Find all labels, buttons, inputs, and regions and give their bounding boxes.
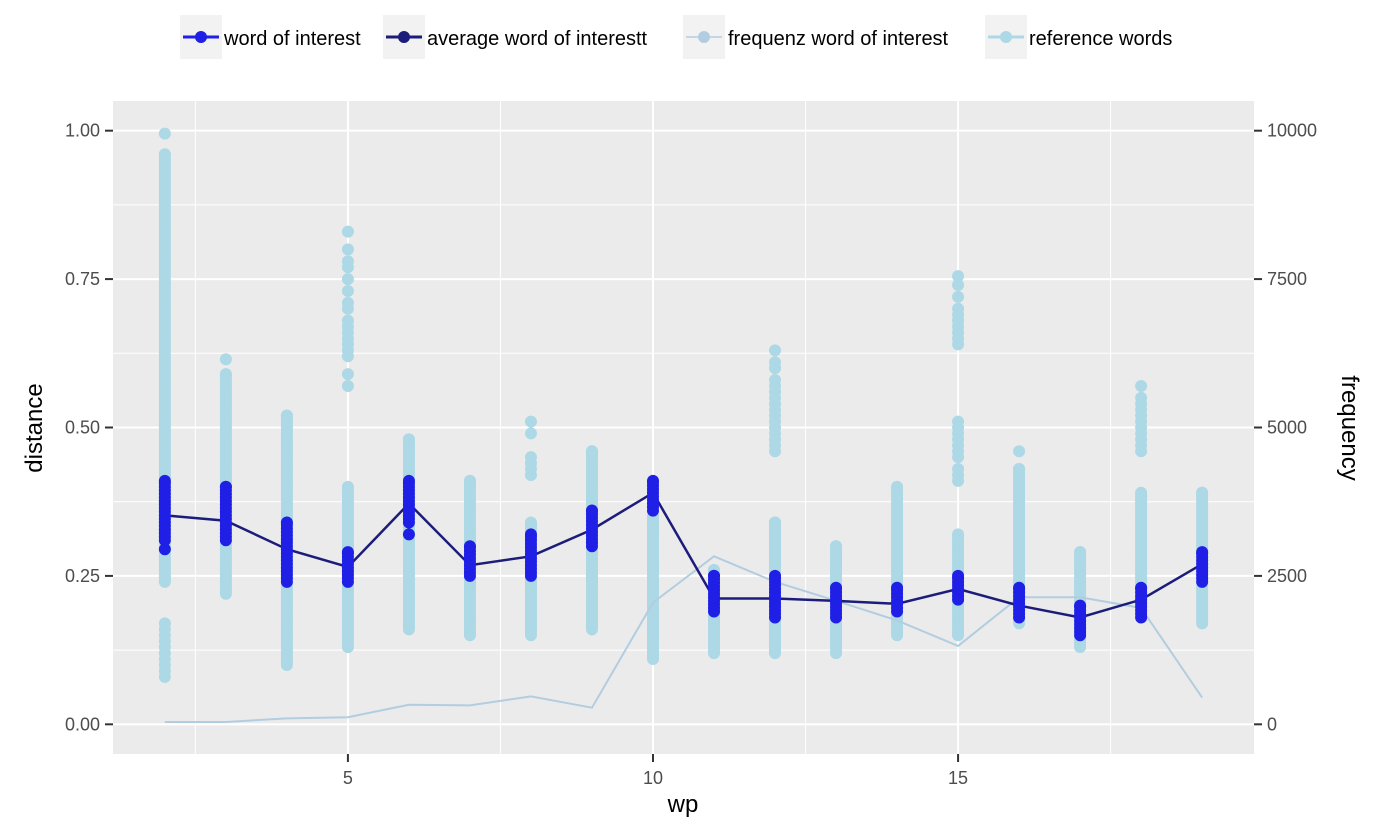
reference-word-point: [830, 540, 843, 553]
reference-word-point: [219, 368, 232, 381]
reference-word-point: [524, 516, 537, 529]
legend-label-freq: frequenz word of interest: [728, 28, 949, 50]
word-of-interest-point: [1013, 581, 1026, 594]
x-tick-label: 10: [643, 768, 663, 788]
reference-word-point: [341, 225, 354, 238]
legend-label-woi: word of interest: [223, 28, 361, 50]
word-of-interest-point: [463, 540, 476, 553]
reference-word-point: [524, 468, 537, 481]
x-tick-label: 5: [343, 768, 353, 788]
reference-word-point: [280, 409, 293, 422]
word-of-interest-point: [158, 474, 171, 487]
word-of-interest-point: [402, 528, 415, 541]
y2-axis-title: frequency: [1336, 375, 1363, 480]
legend: word of interest average word of interest…: [180, 15, 1172, 59]
reference-word-point: [341, 480, 354, 493]
x-tick-label: 15: [948, 768, 968, 788]
reference-word-point: [769, 516, 782, 529]
reference-word-point: [341, 368, 354, 381]
reference-word-point: [952, 270, 965, 283]
reference-word-point: [341, 379, 354, 392]
word-of-interest-point: [1074, 599, 1087, 612]
reference-word-point: [891, 480, 904, 493]
word-of-interest-points: [158, 474, 1209, 642]
reference-word-point: [769, 344, 782, 357]
legend-label-ref: reference words: [1029, 28, 1172, 50]
word-of-interest-point: [219, 480, 232, 493]
reference-word-point: [1135, 445, 1148, 458]
reference-word-point: [952, 451, 965, 464]
reference-word-point: [1196, 486, 1209, 499]
legend-point-freq: [698, 31, 710, 43]
word-of-interest-point: [769, 569, 782, 582]
reference-word-point: [1013, 445, 1026, 458]
y-axis-title: distance: [21, 383, 48, 472]
legend-point-avg: [398, 31, 410, 43]
word-of-interest-point: [830, 581, 843, 594]
y2-tick-label: 7500: [1267, 269, 1307, 289]
reference-word-point: [402, 433, 415, 446]
reference-word-point: [158, 670, 171, 683]
reference-word-point: [341, 350, 354, 363]
y-tick-label: 0.50: [65, 418, 100, 438]
reference-word-point: [769, 362, 782, 375]
word-of-interest-point: [708, 569, 721, 582]
frequenz-line: [164, 555, 1203, 723]
reference-word-point: [1013, 463, 1026, 476]
y-tick-label: 0.75: [65, 269, 100, 289]
reference-word-point: [341, 302, 354, 315]
reference-word-point: [219, 353, 232, 366]
word-of-interest-point: [1135, 581, 1148, 594]
average-line: [164, 491, 1203, 619]
reference-word-point: [341, 261, 354, 274]
y-tick-label: 0.25: [65, 566, 100, 586]
word-of-interest-point: [952, 569, 965, 582]
reference-word-point: [952, 290, 965, 303]
word-of-interest-point: [158, 543, 171, 556]
grid: [113, 101, 1254, 754]
word-of-interest-point: [402, 474, 415, 487]
legend-point-woi: [195, 31, 207, 43]
frequenz-series: [164, 555, 1203, 723]
reference-word-point: [463, 474, 476, 487]
reference-word-point: [952, 279, 965, 292]
reference-word-point: [952, 528, 965, 541]
axes: 0.00 0.25 0.50 0.75 1.00 0 2500 5000 7500 10000 5 1…: [65, 121, 1317, 788]
word-of-interest-point: [280, 516, 293, 529]
y-tick-label: 1.00: [65, 121, 100, 141]
word-of-interest-point: [1196, 546, 1209, 559]
x-axis-title: wp: [667, 791, 699, 818]
legend-label-avg: average word of interestt: [427, 28, 648, 50]
reference-word-point: [585, 445, 598, 458]
word-of-interest-point: [524, 528, 537, 541]
legend-point-ref: [1000, 31, 1012, 43]
reference-word-point: [769, 445, 782, 458]
reference-word-point: [158, 148, 171, 161]
y2-tick-label: 10000: [1267, 121, 1317, 141]
y2-tick-label: 0: [1267, 714, 1277, 734]
y2-tick-label: 2500: [1267, 566, 1307, 586]
word-of-interest-point: [891, 581, 904, 594]
average-series: [164, 491, 1203, 619]
reference-word-point: [158, 127, 171, 140]
reference-word-point: [341, 273, 354, 286]
reference-word-point: [1135, 486, 1148, 499]
reference-word-point: [952, 338, 965, 351]
reference-word-point: [524, 415, 537, 428]
y2-tick-label: 5000: [1267, 418, 1307, 438]
word-of-interest-point: [341, 546, 354, 559]
reference-word-point: [952, 474, 965, 487]
reference-word-point: [524, 427, 537, 440]
word-of-interest-point: [585, 504, 598, 517]
y-tick-label: 0.00: [65, 714, 100, 734]
reference-word-point: [341, 284, 354, 297]
reference-word-point: [1074, 546, 1087, 559]
reference-word-point: [1135, 379, 1148, 392]
reference-word-point: [341, 243, 354, 256]
word-of-interest-point: [646, 474, 659, 487]
